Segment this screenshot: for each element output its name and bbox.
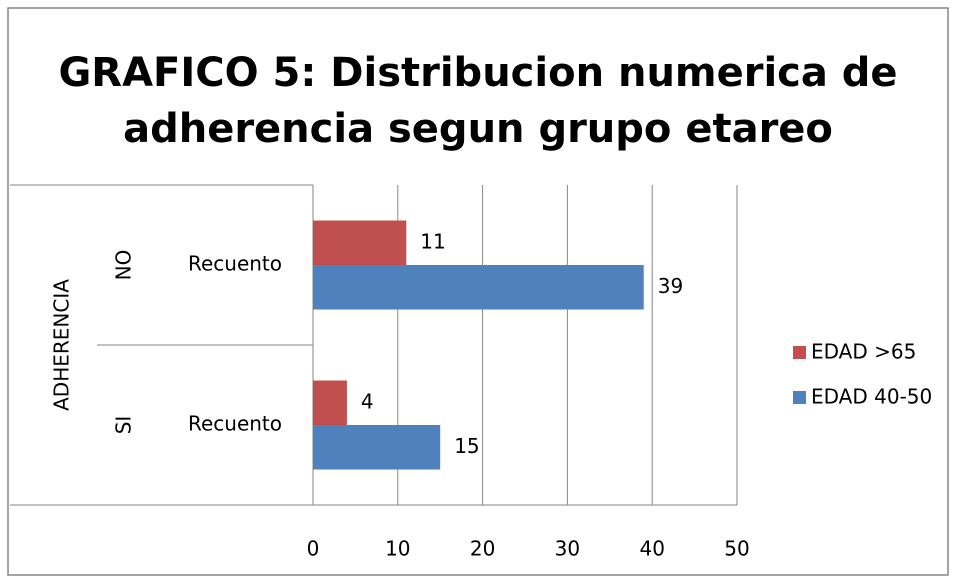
bar: [313, 380, 347, 425]
bar: [313, 220, 407, 265]
x-tick-label: 10: [385, 537, 410, 561]
category-group-label: SI: [112, 416, 136, 435]
category-group-label: NO: [112, 250, 136, 281]
data-label: 11: [420, 229, 445, 253]
category-label: Recuento: [188, 412, 282, 436]
data-label: 39: [658, 274, 683, 298]
data-label: 4: [361, 389, 374, 413]
x-tick-label: 40: [639, 537, 664, 561]
chart-title: GRAFICO 5: Distribucion numerica de: [58, 50, 897, 96]
x-tick-label: 30: [555, 537, 580, 561]
chart-title: adherencia segun grupo etareo: [123, 106, 833, 152]
legend-swatch: [793, 391, 806, 404]
category-label: Recuento: [188, 252, 282, 276]
x-tick-label: 20: [470, 537, 495, 561]
legend-swatch: [793, 346, 806, 359]
x-tick-label: 50: [724, 537, 749, 561]
legend-label: EDAD >65: [811, 340, 916, 364]
y-axis-label: ADHERENCIA: [50, 279, 74, 411]
legend-label: EDAD 40-50: [811, 385, 932, 409]
bar: [313, 425, 441, 470]
x-tick-label: 0: [307, 537, 320, 561]
data-label: 15: [454, 434, 479, 458]
bar: [313, 265, 644, 310]
